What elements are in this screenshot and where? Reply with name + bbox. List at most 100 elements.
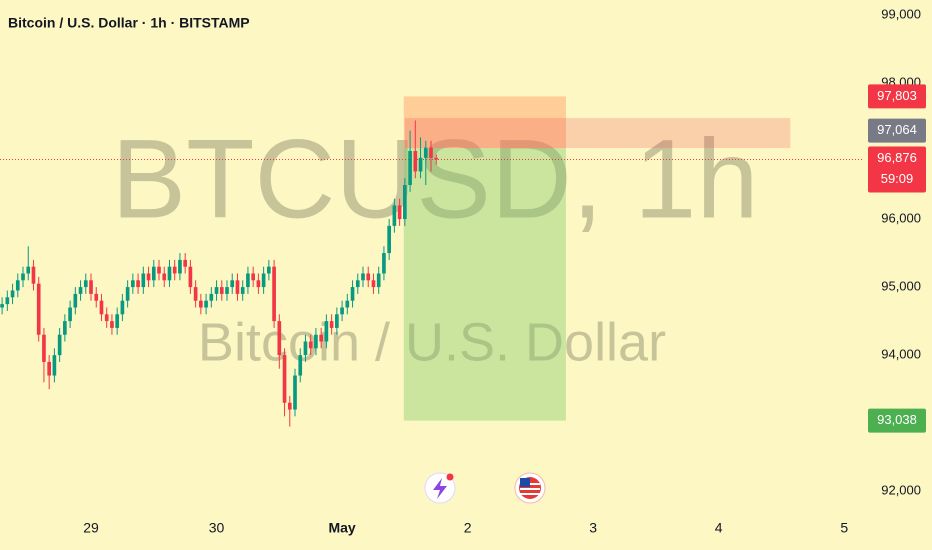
candle-body [308, 341, 313, 349]
candle-body [345, 300, 350, 308]
candle-body [5, 297, 10, 305]
lightning [433, 478, 447, 499]
candle-body [125, 287, 130, 301]
candle-body [68, 307, 72, 322]
y-tick-label: 92,000 [881, 483, 921, 498]
x-tick-label: 2 [464, 520, 472, 536]
candle-body [47, 361, 51, 376]
candle-body [413, 151, 418, 172]
candle-body [261, 273, 266, 288]
x-tick-label: 5 [840, 520, 848, 536]
candle-body [371, 280, 376, 288]
candle-body [178, 259, 182, 274]
price-label: 97,803 [877, 88, 917, 103]
candle-body [293, 375, 297, 410]
flag-stripe [520, 493, 540, 495]
candle-body [340, 307, 344, 315]
candle-body [361, 273, 365, 281]
event-dot [446, 473, 454, 481]
candle-body [157, 266, 161, 274]
y-tick-label: 95,000 [881, 279, 921, 294]
x-tick-label: 29 [83, 520, 99, 536]
candle-body [36, 283, 41, 335]
x-tick-label: 3 [589, 520, 597, 536]
candle-body [131, 280, 135, 288]
candle-body [251, 273, 255, 281]
candle-body [434, 157, 439, 160]
candle-body [392, 205, 397, 226]
flag-stripe [520, 488, 540, 490]
candle-body [110, 321, 114, 328]
watermark: BTCUSD, 1h [111, 117, 758, 242]
candle-body [382, 253, 386, 274]
candle-body [193, 287, 198, 301]
candle-body [52, 355, 57, 376]
candle-body [172, 266, 177, 274]
range-box [404, 118, 791, 149]
candle-body [303, 341, 308, 356]
candle-body [204, 300, 208, 308]
candle-body [115, 314, 119, 328]
candle-body [366, 273, 371, 281]
candle-body [141, 273, 146, 288]
candle-body [319, 334, 323, 342]
candle-body [199, 300, 203, 308]
candle-body [355, 280, 360, 288]
candle-body [167, 266, 172, 281]
candle-body [423, 147, 428, 158]
flag-icon[interactable] [514, 472, 546, 504]
candle-body [225, 287, 229, 294]
event-icon[interactable] [424, 472, 456, 504]
candle-body [214, 287, 219, 294]
candle-body [99, 300, 104, 315]
candle-body [397, 205, 402, 220]
candle-body [429, 147, 433, 158]
price-label: 96,876 [877, 150, 917, 165]
watermark-group: BTCUSD, 1h Bitcoin / U.S. Dollar [111, 117, 758, 373]
candle-body [287, 402, 292, 410]
candle-body [94, 293, 99, 301]
flag-canton [520, 478, 530, 487]
candle-body [282, 355, 287, 403]
x-tick-label: 30 [209, 520, 225, 536]
candle-body [21, 273, 25, 281]
candle-body [329, 321, 334, 328]
candle-body [104, 314, 109, 322]
candle-body [78, 287, 83, 294]
candle-body [57, 334, 62, 356]
candle-body [219, 287, 224, 294]
candle-body [26, 266, 31, 274]
chart-title: Bitcoin / U.S. Dollar · 1h · BITSTAMP [8, 15, 250, 31]
candle-body [298, 355, 303, 376]
price-label-box [868, 408, 926, 433]
candle-body [418, 157, 423, 172]
candle-body [403, 185, 407, 220]
candle-body [73, 293, 78, 308]
candle-body [240, 287, 245, 294]
candle-body [277, 321, 282, 356]
candle-body [120, 300, 125, 315]
candle-body [63, 321, 67, 335]
candle-body [335, 314, 339, 328]
candle-body [162, 273, 167, 281]
candle-body [89, 280, 93, 294]
price-label: 97,064 [877, 122, 917, 137]
candle-body [350, 287, 355, 301]
y-tick-label: 99,000 [881, 6, 921, 21]
candle-body [188, 266, 193, 288]
countdown: 59:09 [881, 171, 914, 186]
price-label-box [868, 84, 926, 109]
x-tick-label: 4 [715, 520, 723, 536]
price-label: 93,038 [877, 412, 917, 427]
y-tick-label: 94,000 [881, 347, 921, 362]
candle-body [235, 280, 240, 294]
candle-body [15, 280, 20, 291]
candle-body [83, 280, 88, 288]
candle-body [146, 273, 151, 281]
candle-body [209, 293, 214, 301]
candle-body [314, 334, 318, 349]
candle-body [272, 266, 276, 322]
